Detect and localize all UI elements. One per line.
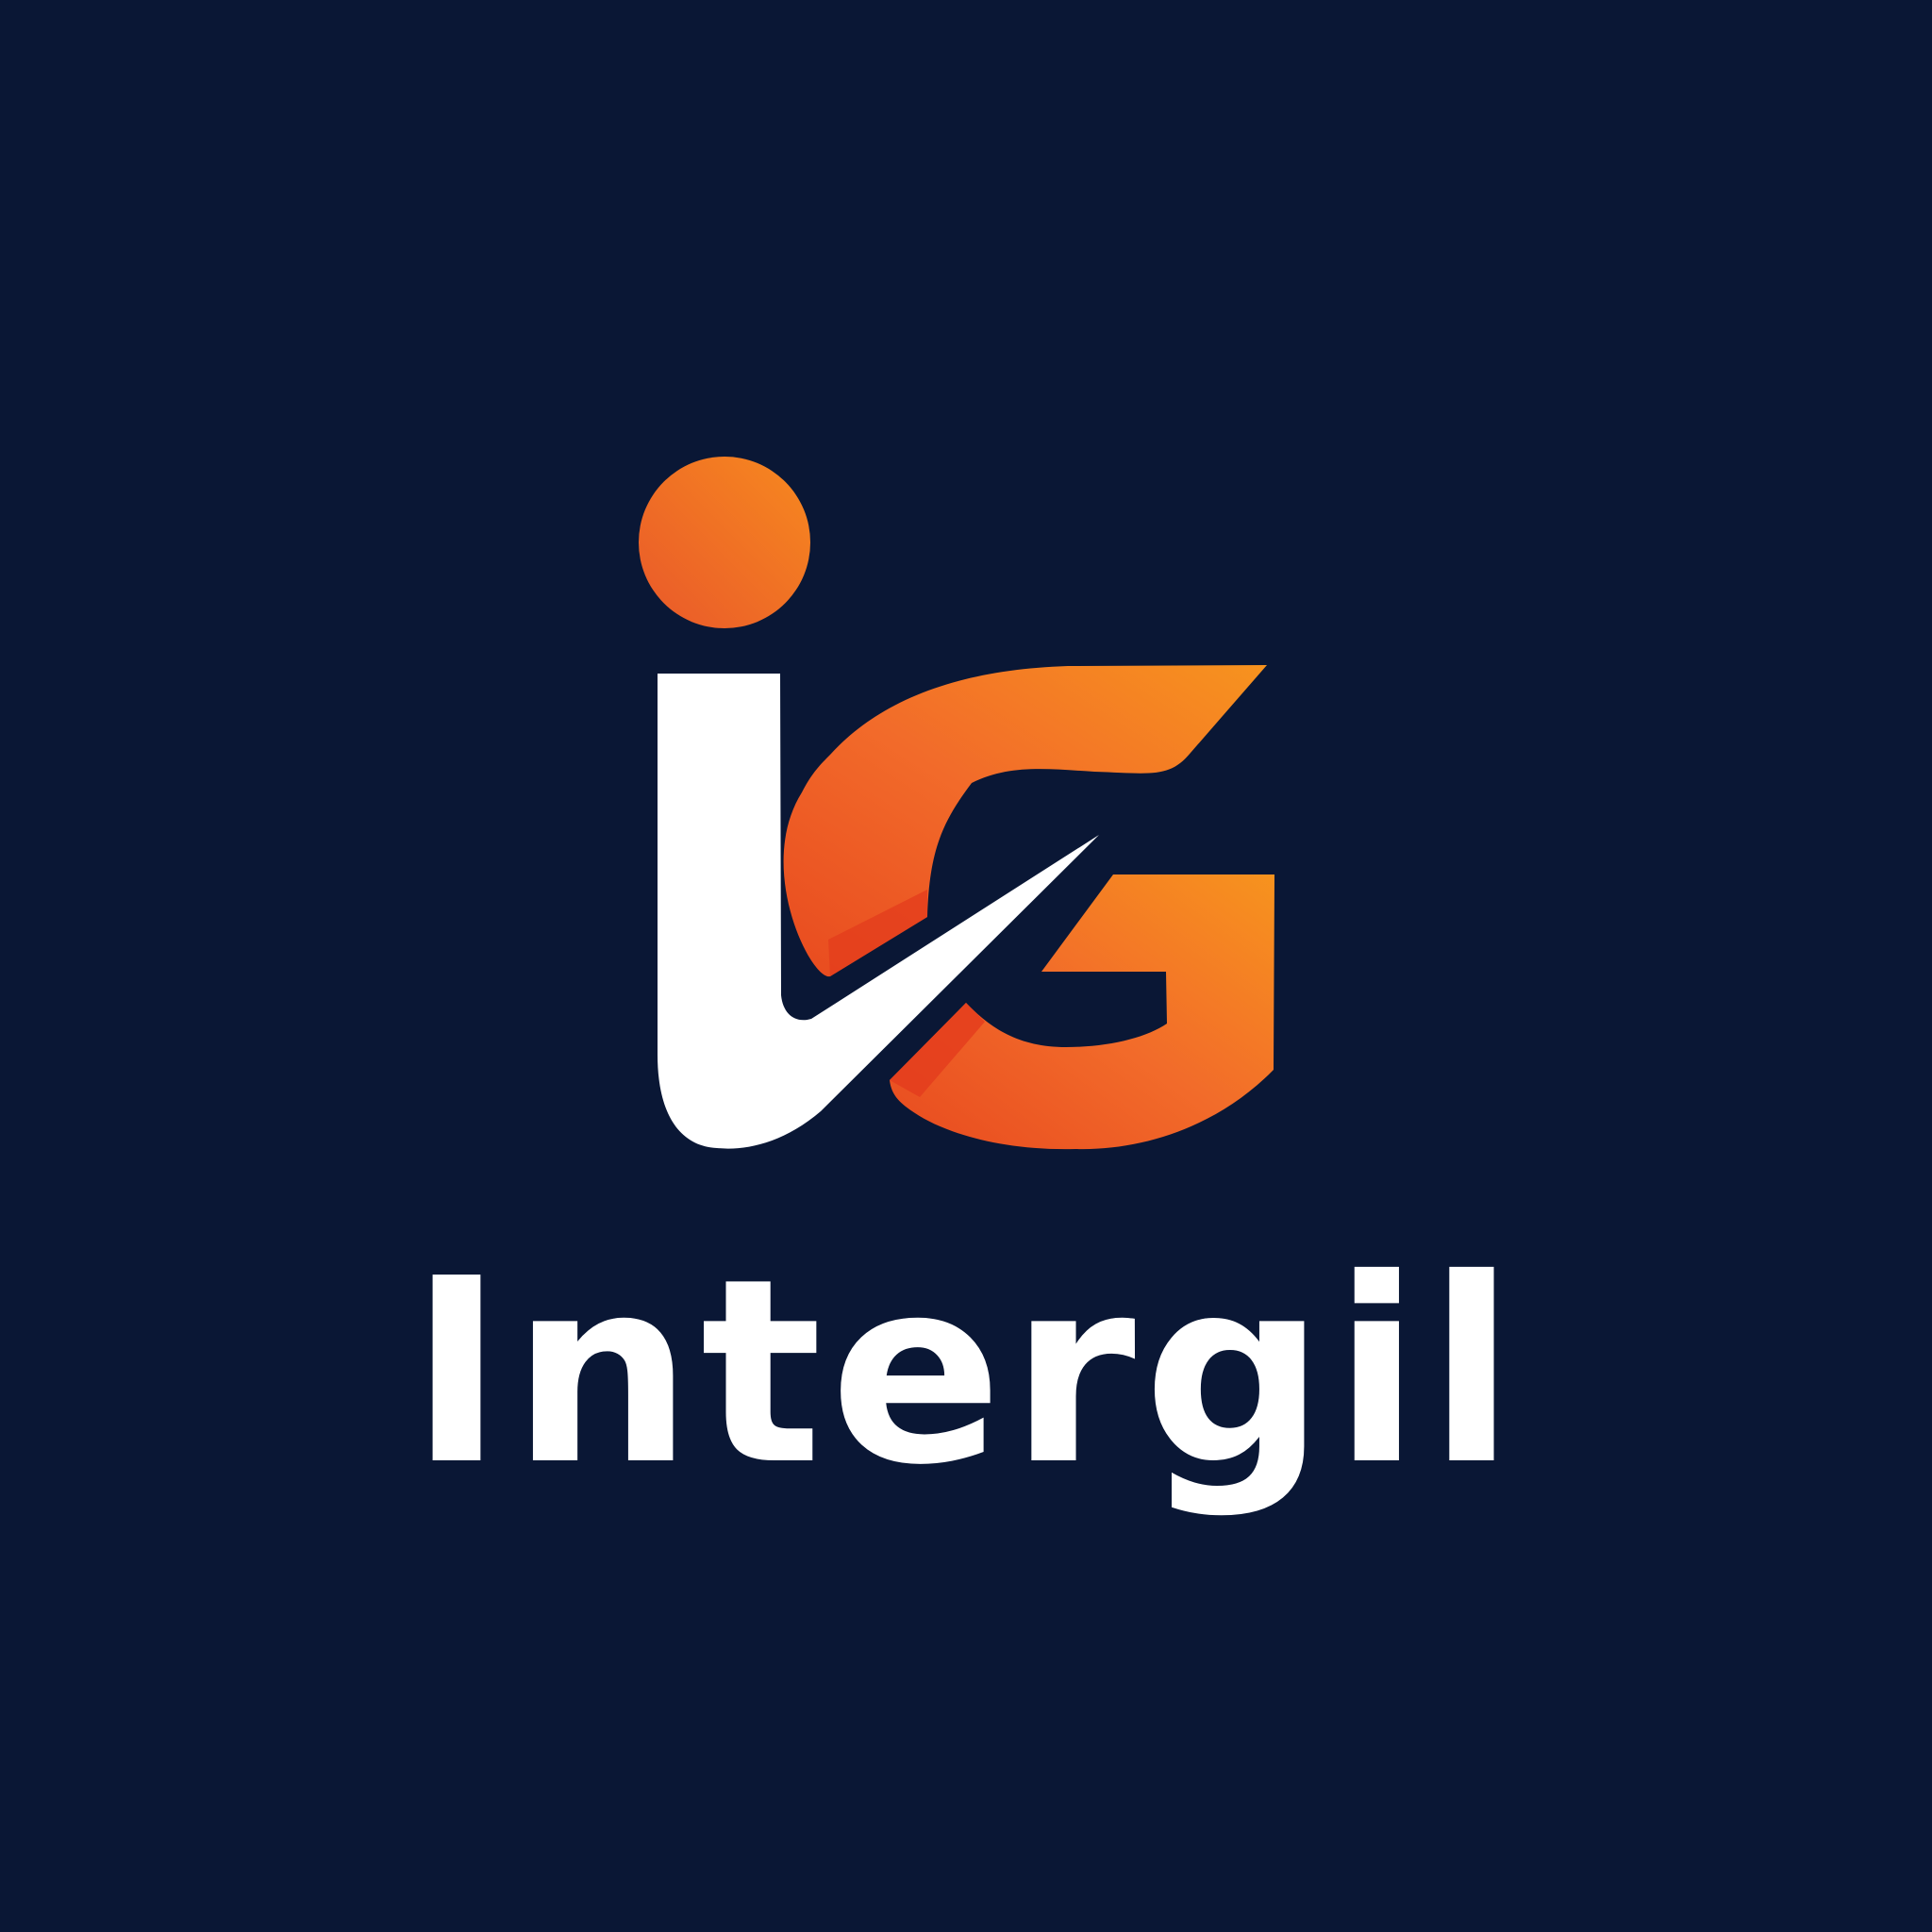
i-stem-check-icon [658, 674, 1099, 1149]
i-dot-icon [639, 457, 810, 628]
g-lower-bowl-icon [890, 874, 1274, 1150]
g-upper-arc-icon [783, 665, 1267, 977]
brand-name: Intergil [408, 1224, 1524, 1521]
g-lower-shadow [890, 1003, 985, 1097]
g-arc-shadow [828, 890, 927, 976]
